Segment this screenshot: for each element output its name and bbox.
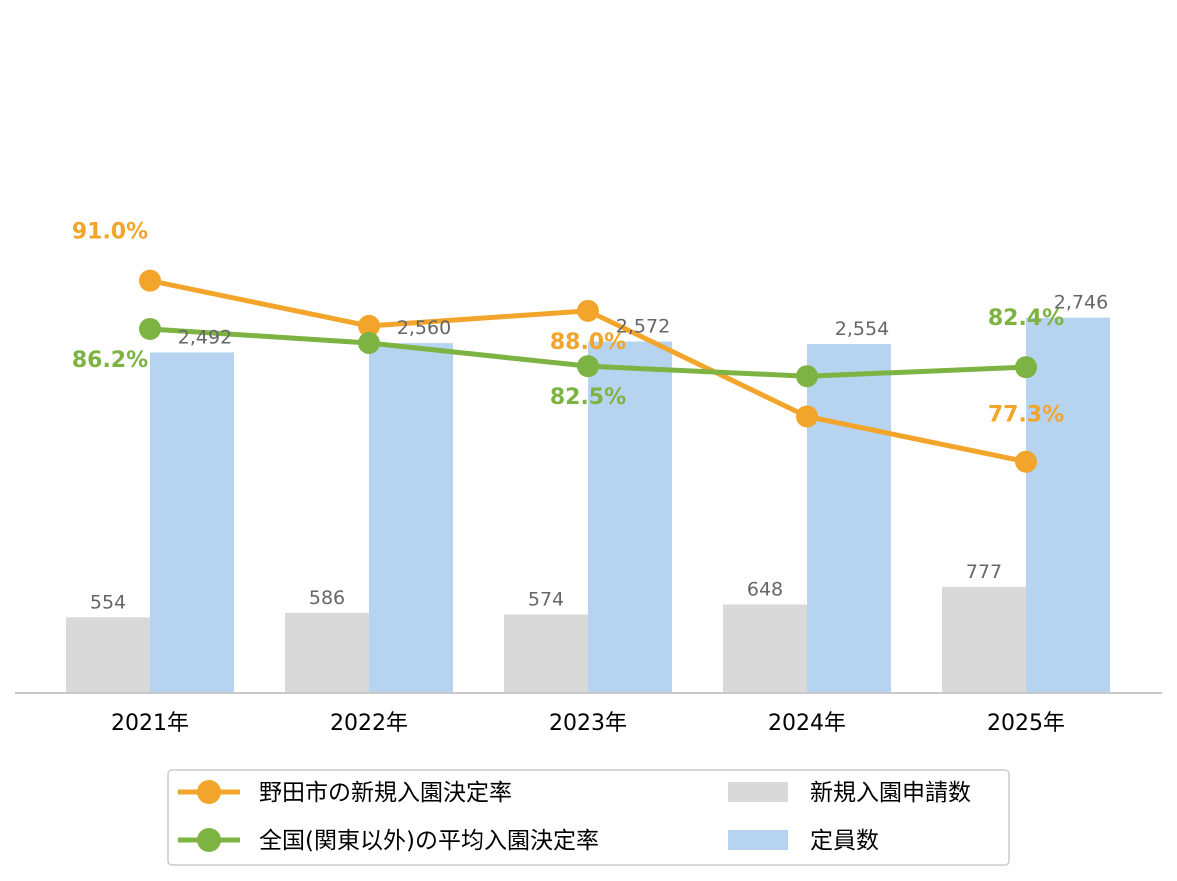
bar-label-capacity-2: 2,572 xyxy=(616,315,670,337)
bar-label-capacity-3: 2,554 xyxy=(835,318,889,340)
point-label-national-rate-0: 86.2% xyxy=(72,348,148,373)
bar-label-capacity-4: 2,746 xyxy=(1054,292,1108,314)
bar-capacity-4 xyxy=(1026,317,1110,693)
bar-capacity-3 xyxy=(807,343,891,693)
bar-applications-3 xyxy=(723,604,807,693)
bar-capacity-1 xyxy=(369,343,453,693)
point-noda-rate-3 xyxy=(796,405,818,428)
bar-applications-1 xyxy=(285,612,369,693)
bar-label-capacity-0: 2,492 xyxy=(178,326,232,348)
legend-label-national-rate: 全国(関東以外)の平均入園決定率 xyxy=(259,828,599,854)
point-national-rate-1 xyxy=(358,332,380,355)
bar-capacity-2 xyxy=(588,341,672,693)
legend-label-applications: 新規入園申請数 xyxy=(810,780,971,806)
bar-applications-2 xyxy=(504,614,588,693)
legend-label-noda-rate: 野田市の新規入園決定率 xyxy=(259,780,512,806)
x-tick-label-2: 2023年 xyxy=(549,711,627,736)
point-label-noda-rate-2: 88.0% xyxy=(550,330,626,355)
legend-swatch-capacity xyxy=(728,830,788,850)
point-noda-rate-2 xyxy=(577,299,599,322)
point-national-rate-2 xyxy=(577,355,599,378)
x-tick-label-1: 2022年 xyxy=(330,711,408,736)
x-tick-label-0: 2021年 xyxy=(111,711,189,736)
legend-marker-noda-rate xyxy=(197,780,221,804)
point-noda-rate-4 xyxy=(1015,450,1037,473)
bar-label-applications-3: 648 xyxy=(747,578,783,600)
point-label-noda-rate-4: 77.3% xyxy=(988,403,1064,428)
point-noda-rate-1 xyxy=(358,314,380,337)
lines-layer xyxy=(139,269,1037,473)
point-national-rate-0 xyxy=(139,317,161,340)
x-tick-label-3: 2024年 xyxy=(768,711,846,736)
bar-applications-4 xyxy=(942,586,1026,693)
bar-capacity-0 xyxy=(150,352,234,693)
bars-layer xyxy=(66,317,1110,693)
bar-label-capacity-1: 2,560 xyxy=(397,317,451,339)
point-national-rate-3 xyxy=(796,365,818,388)
legend-label-capacity: 定員数 xyxy=(810,828,879,854)
bar-label-applications-4: 777 xyxy=(966,561,1002,583)
x-tick-labels: 2021年 2022年 2023年 2024年 2025年 xyxy=(111,711,1065,736)
point-label-noda-rate-0: 91.0% xyxy=(72,220,148,245)
bar-label-applications-1: 586 xyxy=(309,587,345,609)
data-labels: 554 586 574 648 777 2,492 2,560 2,572 2,554 2,746… xyxy=(72,220,1108,614)
legend-swatch-applications xyxy=(728,782,788,802)
legend-box xyxy=(167,769,1010,866)
legend-marker-national-rate xyxy=(197,828,221,852)
bar-applications-0 xyxy=(66,617,150,693)
point-noda-rate-0 xyxy=(139,269,161,292)
bar-label-applications-2: 574 xyxy=(528,589,564,611)
bar-label-applications-0: 554 xyxy=(90,591,126,613)
x-tick-label-4: 2025年 xyxy=(987,711,1065,736)
point-label-national-rate-4: 82.4% xyxy=(988,306,1064,331)
point-label-national-rate-2: 82.5% xyxy=(550,385,626,410)
point-national-rate-4 xyxy=(1015,356,1037,379)
